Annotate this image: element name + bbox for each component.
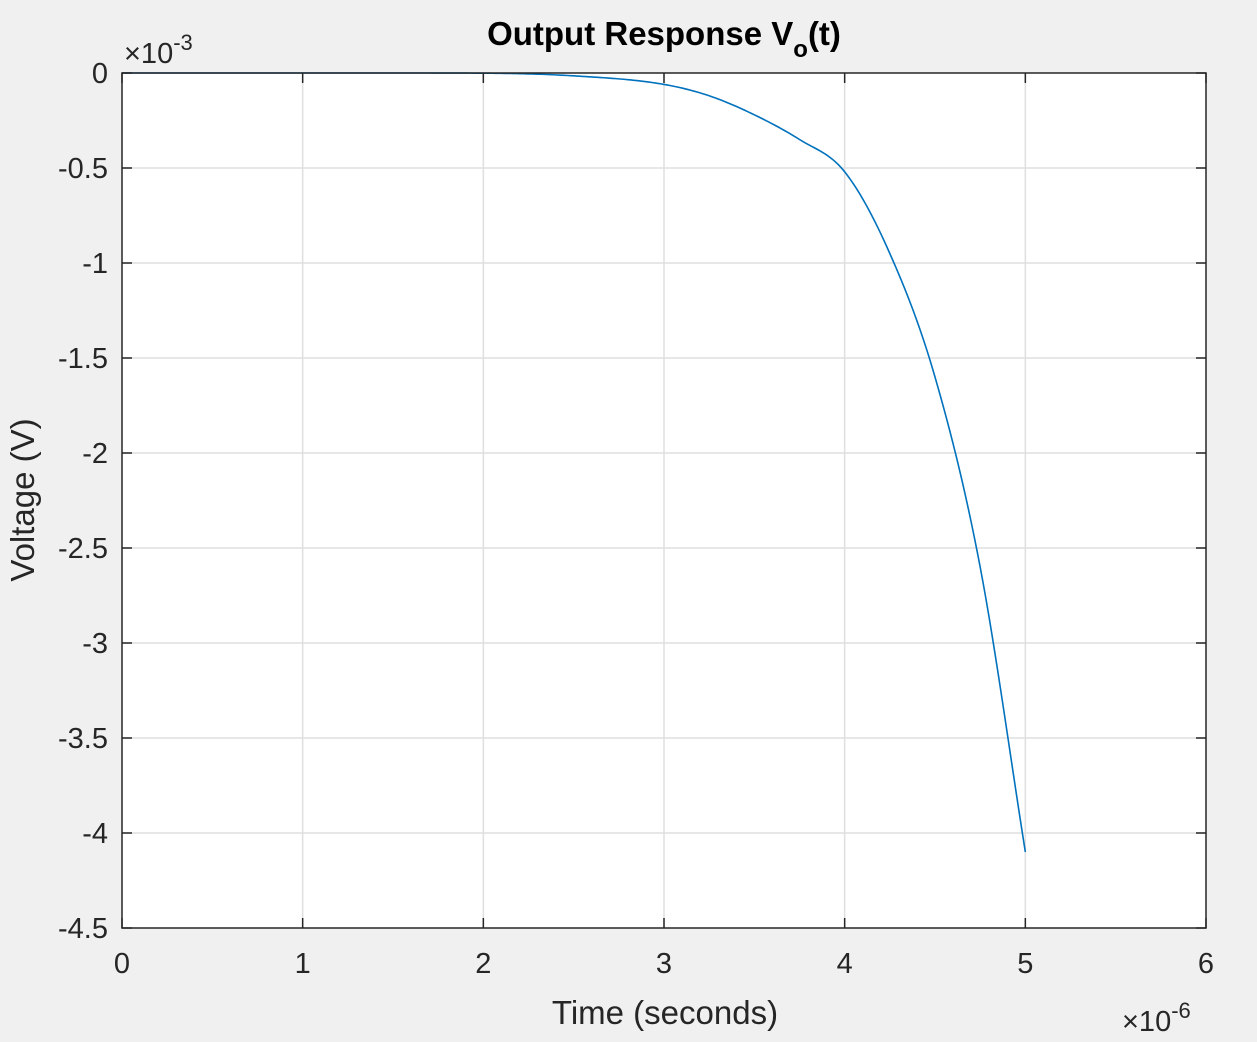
chart-title: Output Response Vo(t) bbox=[487, 15, 841, 63]
y-axis-label: Voltage (V) bbox=[4, 418, 41, 581]
x-tick-label: 4 bbox=[837, 948, 853, 980]
x-exponent-label: ×10-6 bbox=[1122, 998, 1191, 1037]
x-tick-labels: 0 1 2 3 4 5 6 bbox=[114, 948, 1214, 980]
y-exponent-label: ×10-3 bbox=[124, 30, 193, 70]
y-tick-label: -3 bbox=[82, 628, 108, 660]
x-exponent-power: -6 bbox=[1171, 998, 1191, 1023]
x-tick-label: 2 bbox=[475, 948, 491, 980]
x-tick-label: 1 bbox=[295, 948, 311, 980]
y-tick-label: -4 bbox=[82, 818, 108, 850]
x-axis-label: Time (seconds) bbox=[552, 994, 778, 1031]
chart-title-subscript: o bbox=[793, 36, 808, 63]
y-exponent-base: ×10 bbox=[124, 38, 173, 70]
x-tick-label: 6 bbox=[1198, 948, 1214, 980]
y-tick-label: -4.5 bbox=[58, 913, 108, 945]
y-exponent-power: -3 bbox=[173, 30, 193, 55]
chart-title-suffix: (t) bbox=[808, 15, 841, 52]
y-tick-label: -2 bbox=[82, 438, 108, 470]
chart-title-main: Output Response V bbox=[487, 15, 793, 52]
y-tick-label: -3.5 bbox=[58, 723, 108, 755]
tick-marks bbox=[121, 72, 1207, 929]
x-tick-label: 3 bbox=[656, 948, 672, 980]
x-tick-label: 0 bbox=[114, 948, 130, 980]
grid-lines bbox=[122, 73, 1206, 928]
y-tick-label: -2.5 bbox=[58, 533, 108, 565]
y-tick-labels: 0 -0.5 -1 -1.5 -2 -2.5 -3 -3.5 -4 -4.5 bbox=[58, 58, 108, 945]
x-tick-label: 5 bbox=[1017, 948, 1033, 980]
y-tick-label: 0 bbox=[92, 58, 108, 90]
x-exponent-base: ×10 bbox=[1122, 1006, 1171, 1037]
y-tick-label: -0.5 bbox=[58, 153, 108, 185]
y-tick-label: -1 bbox=[82, 248, 108, 280]
y-tick-label: -1.5 bbox=[58, 343, 108, 375]
